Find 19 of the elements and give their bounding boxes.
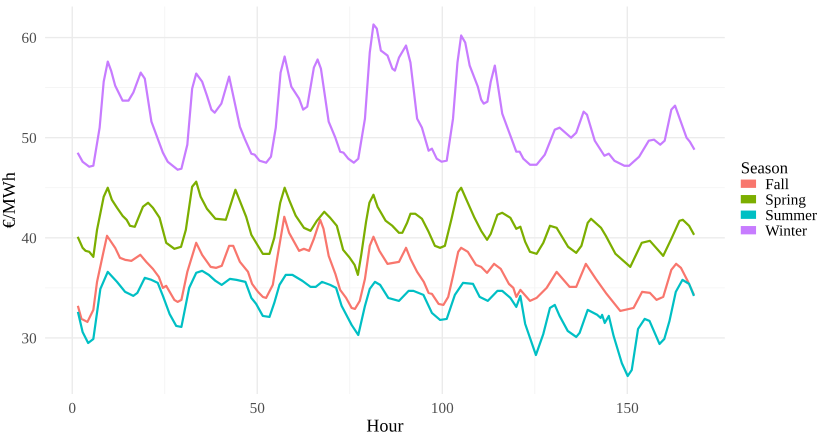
legend-label: Winter <box>765 225 807 236</box>
legend-label: Summer <box>766 210 817 220</box>
x-axis-title: Hour <box>366 420 404 432</box>
y-tick-label: 30 <box>22 333 36 344</box>
x-tick-label: 50 <box>250 402 264 414</box>
legend-label: Spring <box>766 194 806 208</box>
line-series <box>77 216 695 324</box>
legend-label: Fall <box>766 178 789 190</box>
line-series <box>77 270 695 378</box>
x-tick-label: 0 <box>69 402 76 414</box>
y-tick-label: 60 <box>22 32 36 43</box>
x-tick-label: 100 <box>432 402 454 414</box>
line-series <box>77 180 695 276</box>
legend-title: Season <box>742 162 788 174</box>
y-tick-label: 40 <box>22 232 36 244</box>
y-axis-title: €/MWh <box>2 172 16 228</box>
line-series <box>77 23 696 171</box>
y-tick-label: 50 <box>22 132 36 144</box>
x-tick-label: 150 <box>617 402 638 414</box>
